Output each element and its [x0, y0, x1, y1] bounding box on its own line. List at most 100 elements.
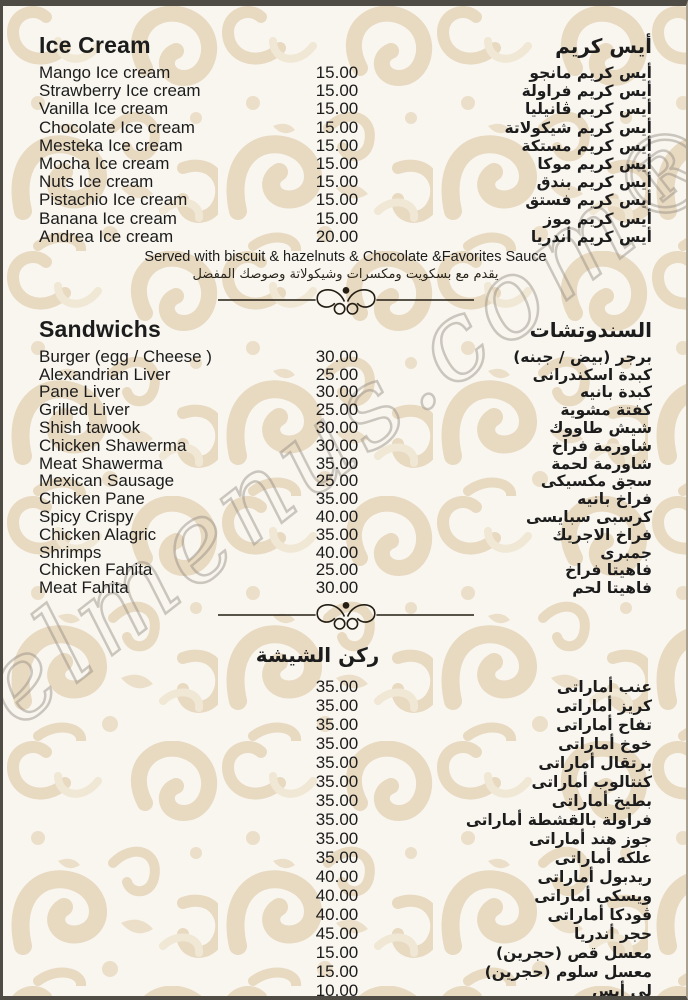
section-ice-cream: Ice Cream أيس كريم Mango Ice cream 15.00… — [39, 32, 652, 282]
item-price: 15.00 — [315, 99, 359, 119]
ice-cream-header: Ice Cream أيس كريم — [39, 32, 652, 59]
menu-item-row: Mesteka Ice cream 15.00 أيس كريم مستكة — [39, 135, 652, 155]
item-price: 15.00 — [315, 135, 359, 155]
item-price: 15.00 — [315, 172, 359, 192]
item-name-en: Meat Shawerma — [39, 453, 163, 473]
menu-item-row: 35.00 علكه أماراتى — [39, 848, 652, 867]
menu-item-row: Chocolate Ice cream 15.00 أيس كريم شيكول… — [39, 117, 652, 137]
item-price: 45.00 — [315, 924, 359, 944]
item-name-ar: أيس كريم بندق — [536, 173, 652, 192]
menu-item-row: 35.00 بطيخ أماراتى — [39, 791, 652, 810]
item-name-ar: فراخ الاجريك — [552, 525, 652, 544]
item-name-ar: أيس كريم مانجو — [529, 64, 652, 82]
menu-item-row: 10.00 لى أيس — [39, 981, 652, 996]
item-price: 35.00 — [315, 753, 359, 773]
item-price: 15.00 — [315, 63, 359, 82]
item-name-ar: جوز هند أماراتى — [528, 830, 652, 849]
item-name-ar: تفاح أماراتى — [556, 716, 652, 735]
item-name-ar: كفتة مشوية — [560, 401, 652, 420]
menu-item-row: Mexican Sausage 25.00 سجق مكسيكى — [39, 472, 652, 490]
item-name-ar: أيس كريم أندريا — [530, 227, 652, 246]
item-name-ar: فراخ بانيه — [577, 490, 652, 509]
item-price: 35.00 — [315, 489, 359, 509]
item-price: 30.00 — [315, 578, 359, 598]
item-name-ar: فراولة بالقشطة أماراتى — [465, 811, 652, 830]
item-name-en: Mesteka Ice cream — [39, 135, 183, 155]
item-price: 25.00 — [315, 400, 359, 420]
sandwiches-title-en: Sandwichs — [39, 315, 161, 342]
item-price: 30.00 — [315, 346, 359, 366]
item-price: 25.00 — [315, 471, 359, 491]
item-name-ar: أيس كريم فراولة — [521, 82, 652, 101]
item-price: 30.00 — [315, 382, 359, 402]
menu-item-row: 35.00 فراولة بالقشطة أماراتى — [39, 810, 652, 829]
item-name-ar: بطيخ أماراتى — [551, 792, 652, 811]
menu-item-row: 35.00 جوز هند أماراتى — [39, 829, 652, 848]
item-name-en: Burger (egg / Cheese ) — [39, 346, 212, 366]
item-price: 15.00 — [315, 81, 359, 101]
item-name-ar: أيس كريم ڤانيليا — [524, 100, 652, 119]
item-name-ar: أيس كريم شيكولاتة — [504, 118, 652, 137]
item-name-ar: أيس كريم فستق — [525, 191, 652, 210]
menu-item-row: Alexandrian Liver 25.00 كبدة اسكندرانى — [39, 364, 652, 384]
item-price: 35.00 — [315, 772, 359, 792]
shisha-title-ar: ركن الشيشة — [255, 643, 380, 668]
item-name-en: Chocolate Ice cream — [39, 117, 195, 137]
menu-item-row: 35.00 كنتالوب أماراتى — [39, 772, 652, 791]
item-name-ar: خوخ أماراتى — [558, 735, 652, 754]
ice-cream-note-en: Served with biscuit & hazelnuts & Chocol… — [144, 248, 547, 265]
divider-ornament — [217, 286, 474, 315]
item-name-en: Mocha Ice cream — [39, 153, 170, 173]
section-shisha: ركن الشيشة 35.00 عنب أماراتى 35.00 كريز … — [39, 643, 652, 996]
menu-item-row: Chicken Shawerma 30.00 شاورمة فراخ — [39, 437, 652, 455]
item-price: 30.00 — [315, 435, 359, 455]
item-price: 40.00 — [315, 905, 359, 925]
item-name-en: Nuts Ice cream — [39, 172, 154, 192]
item-price: 35.00 — [315, 848, 359, 868]
item-price: 35.00 — [315, 524, 359, 544]
item-name-ar: برتقال أماراتى — [538, 754, 652, 773]
item-name-ar: معسل قص (حجرين) — [496, 944, 652, 963]
item-name-ar: معسل سلوم (حجرين) — [484, 963, 652, 982]
item-name-ar: أيس كريم مستكة — [521, 136, 652, 155]
item-name-en: Mexican Sausage — [39, 471, 175, 491]
item-name-ar: فاهيتا لحم — [572, 579, 652, 598]
menu-item-row: Chicken Pane 35.00 فراخ بانيه — [39, 490, 652, 508]
menu-item-row: Chicken Fahita 25.00 فاهيتا فراخ — [39, 561, 652, 579]
item-name-en: Meat Fahita — [39, 578, 129, 598]
menu-item-row: 35.00 برتقال أماراتى — [39, 753, 652, 772]
ice-cream-title-en: Ice Cream — [39, 32, 151, 58]
menu-item-row: Nuts Ice cream 15.00 أيس كريم بندق — [39, 172, 652, 192]
item-name-ar: ريدبول أماراتى — [537, 868, 652, 887]
item-name-ar: سجق مكسيكى — [540, 472, 652, 491]
item-price: 15.00 — [315, 153, 359, 173]
item-price: 25.00 — [315, 364, 359, 384]
item-name-en: Pistachio Ice cream — [39, 190, 188, 210]
item-name-ar: كرسبى سبايسى — [526, 508, 652, 527]
menu-item-row: Strawberry Ice cream 15.00 أيس كريم فراو… — [39, 81, 652, 101]
item-name-ar: شاورمة لحمة — [551, 454, 652, 473]
item-name-ar: جمبرى — [600, 543, 652, 562]
item-price: 20.00 — [315, 226, 359, 246]
damask-background — [3, 6, 686, 996]
item-name-ar: حجر أندريا — [573, 925, 652, 944]
item-price: 15.00 — [315, 943, 359, 963]
item-price: 35.00 — [315, 810, 359, 830]
menu-item-row: 45.00 حجر أندريا — [39, 924, 652, 943]
item-price: 35.00 — [315, 715, 359, 735]
item-price: 35.00 — [315, 677, 359, 697]
item-price: 35.00 — [315, 696, 359, 716]
item-name-en: Spicy Crispy — [39, 507, 134, 527]
menu-item-row: 40.00 ڤودكا أماراتى — [39, 905, 652, 924]
divider-ornament — [217, 602, 474, 630]
item-name-en: Vanilla Ice cream — [39, 99, 169, 119]
menu-item-row: 35.00 خوخ أماراتى — [39, 734, 652, 753]
item-name-ar: ڤودكا أماراتى — [547, 906, 652, 925]
ice-cream-title-ar: أيس كريم — [555, 34, 652, 58]
item-name-ar: كريز أماراتى — [556, 697, 652, 716]
item-name-en: Shrimps — [39, 542, 102, 562]
item-name-ar: فاهيتا فراخ — [565, 561, 652, 580]
item-name-ar: كنتالوب أماراتى — [531, 773, 652, 792]
menu-item-row: Mango Ice cream 15.00 أيس كريم مانجو — [39, 63, 652, 82]
